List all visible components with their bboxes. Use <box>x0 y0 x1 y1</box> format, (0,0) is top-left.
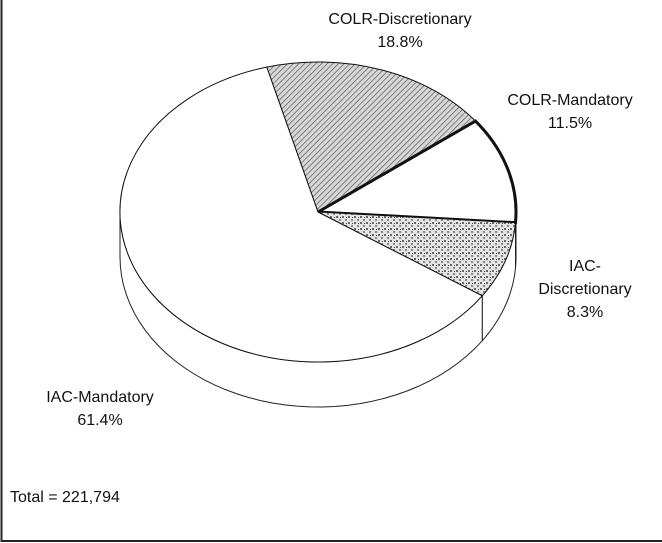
slice-label: COLR-Discretionary <box>328 11 472 28</box>
slice-label: COLR-Mandatory <box>507 92 633 109</box>
pie-slice <box>312 119 518 225</box>
slice-value-label: 61.4% <box>77 412 123 429</box>
slice-label: IAC-Discretionary <box>538 258 632 298</box>
slice-label: IAC-Mandatory <box>46 389 154 406</box>
slice-value-label: 11.5% <box>547 115 593 132</box>
slice-value-label: 8.3% <box>566 304 604 321</box>
pie-slice <box>119 66 484 363</box>
pie-slice <box>317 211 517 297</box>
pie-slice <box>266 61 477 213</box>
total-annotation: Total = 221,794 <box>10 489 120 506</box>
slice-value-label: 18.8% <box>377 34 423 51</box>
